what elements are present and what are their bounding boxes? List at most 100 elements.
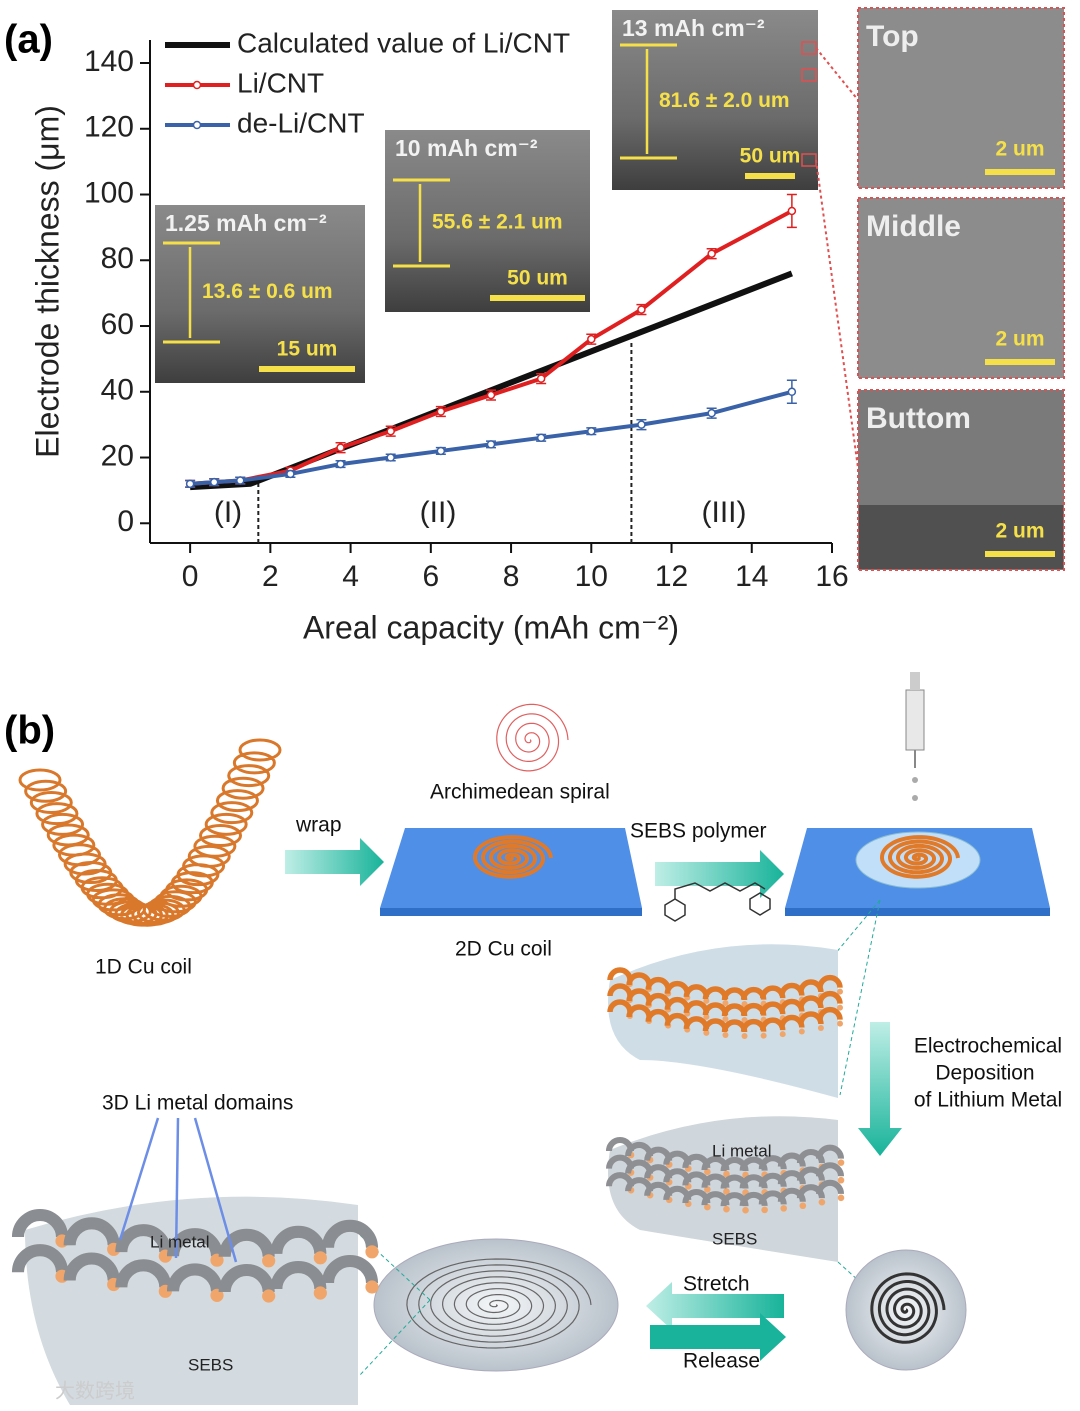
diagram: 1D Cu coil wrap Archimedean spiral 2D Cu… (11, 672, 1062, 1405)
scale-label: 2 um (995, 328, 1044, 351)
loop-end (210, 1288, 224, 1302)
watermark: 大数跨境 (55, 1379, 135, 1402)
loop-end (723, 1205, 730, 1213)
loop (796, 1184, 825, 1199)
x-tick-label: 14 (735, 560, 768, 593)
marker (587, 426, 596, 436)
y-tick-label: 100 (84, 176, 134, 209)
marker (637, 420, 646, 429)
coil-1d (18, 738, 282, 927)
x-tick-label: 4 (342, 560, 359, 593)
x-axis-label: Areal capacity (mAh cm⁻²) (303, 609, 679, 645)
archimedean-spiral (496, 703, 569, 772)
panel-label: (b) (4, 709, 55, 753)
marker (707, 249, 716, 258)
marker (209, 477, 219, 487)
marker (707, 408, 716, 418)
loop (63, 1252, 120, 1281)
sem-label: Top (866, 20, 919, 53)
loop-end (837, 1004, 843, 1011)
label: Li metal (712, 1141, 772, 1160)
x-tick-label: 8 (503, 560, 520, 593)
molecule (664, 882, 771, 922)
marker (236, 476, 245, 485)
connector (815, 159, 859, 469)
arrow (650, 1313, 786, 1361)
loop (815, 1144, 845, 1159)
loop-end (704, 1168, 711, 1176)
loop-end (262, 1289, 276, 1303)
label: Stretch (683, 1273, 750, 1296)
loop (798, 995, 824, 1009)
loop-end (365, 1245, 379, 1259)
marker (386, 453, 395, 462)
legend-marker (192, 80, 202, 90)
sem-panel (857, 197, 1065, 379)
label: Release (683, 1350, 760, 1373)
loop (11, 1208, 69, 1238)
loop-end (837, 1020, 843, 1027)
loop (817, 974, 843, 988)
loop-end (837, 1194, 845, 1202)
y-axis-label: Electrode thickness (μm) (29, 105, 65, 458)
loop (63, 1217, 120, 1246)
label: Electrochemical (914, 1035, 1062, 1058)
loop-end (313, 1286, 327, 1300)
loop-end (722, 999, 729, 1006)
loop-end (704, 1186, 711, 1193)
marker (787, 206, 797, 216)
arrow (646, 1282, 784, 1330)
loop (817, 990, 843, 1004)
legend-label: Calculated value of Li/CNT (237, 27, 570, 58)
loop-end (837, 1159, 845, 1166)
marker (486, 390, 496, 400)
loop (270, 1225, 327, 1255)
label: 1D Cu coil (95, 956, 192, 979)
sem-label: Buttom (866, 402, 971, 435)
loop-end (365, 1280, 379, 1294)
loop (607, 967, 633, 981)
loop-end (780, 1205, 788, 1212)
loop-end (817, 1024, 824, 1031)
x-tick-label: 10 (575, 560, 608, 593)
plate-edge (380, 908, 642, 916)
loop (798, 1011, 824, 1025)
label: Archimedean spiral (430, 781, 610, 804)
loop-end (723, 1188, 730, 1195)
marker (536, 374, 546, 383)
x-tick-label: 6 (422, 560, 439, 593)
scale-label: 2 um (995, 520, 1044, 543)
loop-end (313, 1251, 327, 1265)
inset-title: 13 mAh cm⁻² (622, 15, 765, 41)
label: 3D Li metal domains (102, 1092, 293, 1115)
loop-end (722, 1015, 729, 1022)
marker-box (801, 68, 817, 82)
loop (815, 1179, 845, 1195)
marker (587, 334, 596, 344)
spiral-coil (879, 835, 960, 879)
loop (607, 983, 633, 997)
thickness-label: 55.6 ± 2.1 um (432, 211, 563, 234)
inset-title: 10 mAh cm⁻² (395, 135, 538, 161)
y-tick-label: 60 (101, 308, 134, 341)
loop (779, 998, 805, 1012)
insets: 1.25 mAh cm⁻² 13.6 ± 0.6 um 15 um 10 mAh cm… (155, 7, 1065, 571)
loop-end (703, 1013, 710, 1020)
region-label: (III) (702, 496, 747, 529)
loop (115, 1259, 172, 1288)
label: SEBS (188, 1355, 233, 1374)
spiral-coil (472, 835, 553, 879)
zoom-line (829, 899, 881, 961)
syringe (905, 672, 925, 801)
marker (336, 443, 345, 452)
spiral-li (406, 1258, 592, 1349)
marker (637, 305, 646, 314)
loop (779, 982, 805, 996)
y-tick-label: 120 (84, 111, 134, 144)
thickness-label: 13.6 ± 0.6 um (202, 280, 333, 303)
spiral-li (870, 1272, 946, 1344)
label: of Lithium Metal (914, 1089, 1062, 1112)
zoom-domains (11, 1196, 379, 1405)
marker (486, 440, 496, 449)
x-tick-label: 2 (262, 560, 279, 593)
